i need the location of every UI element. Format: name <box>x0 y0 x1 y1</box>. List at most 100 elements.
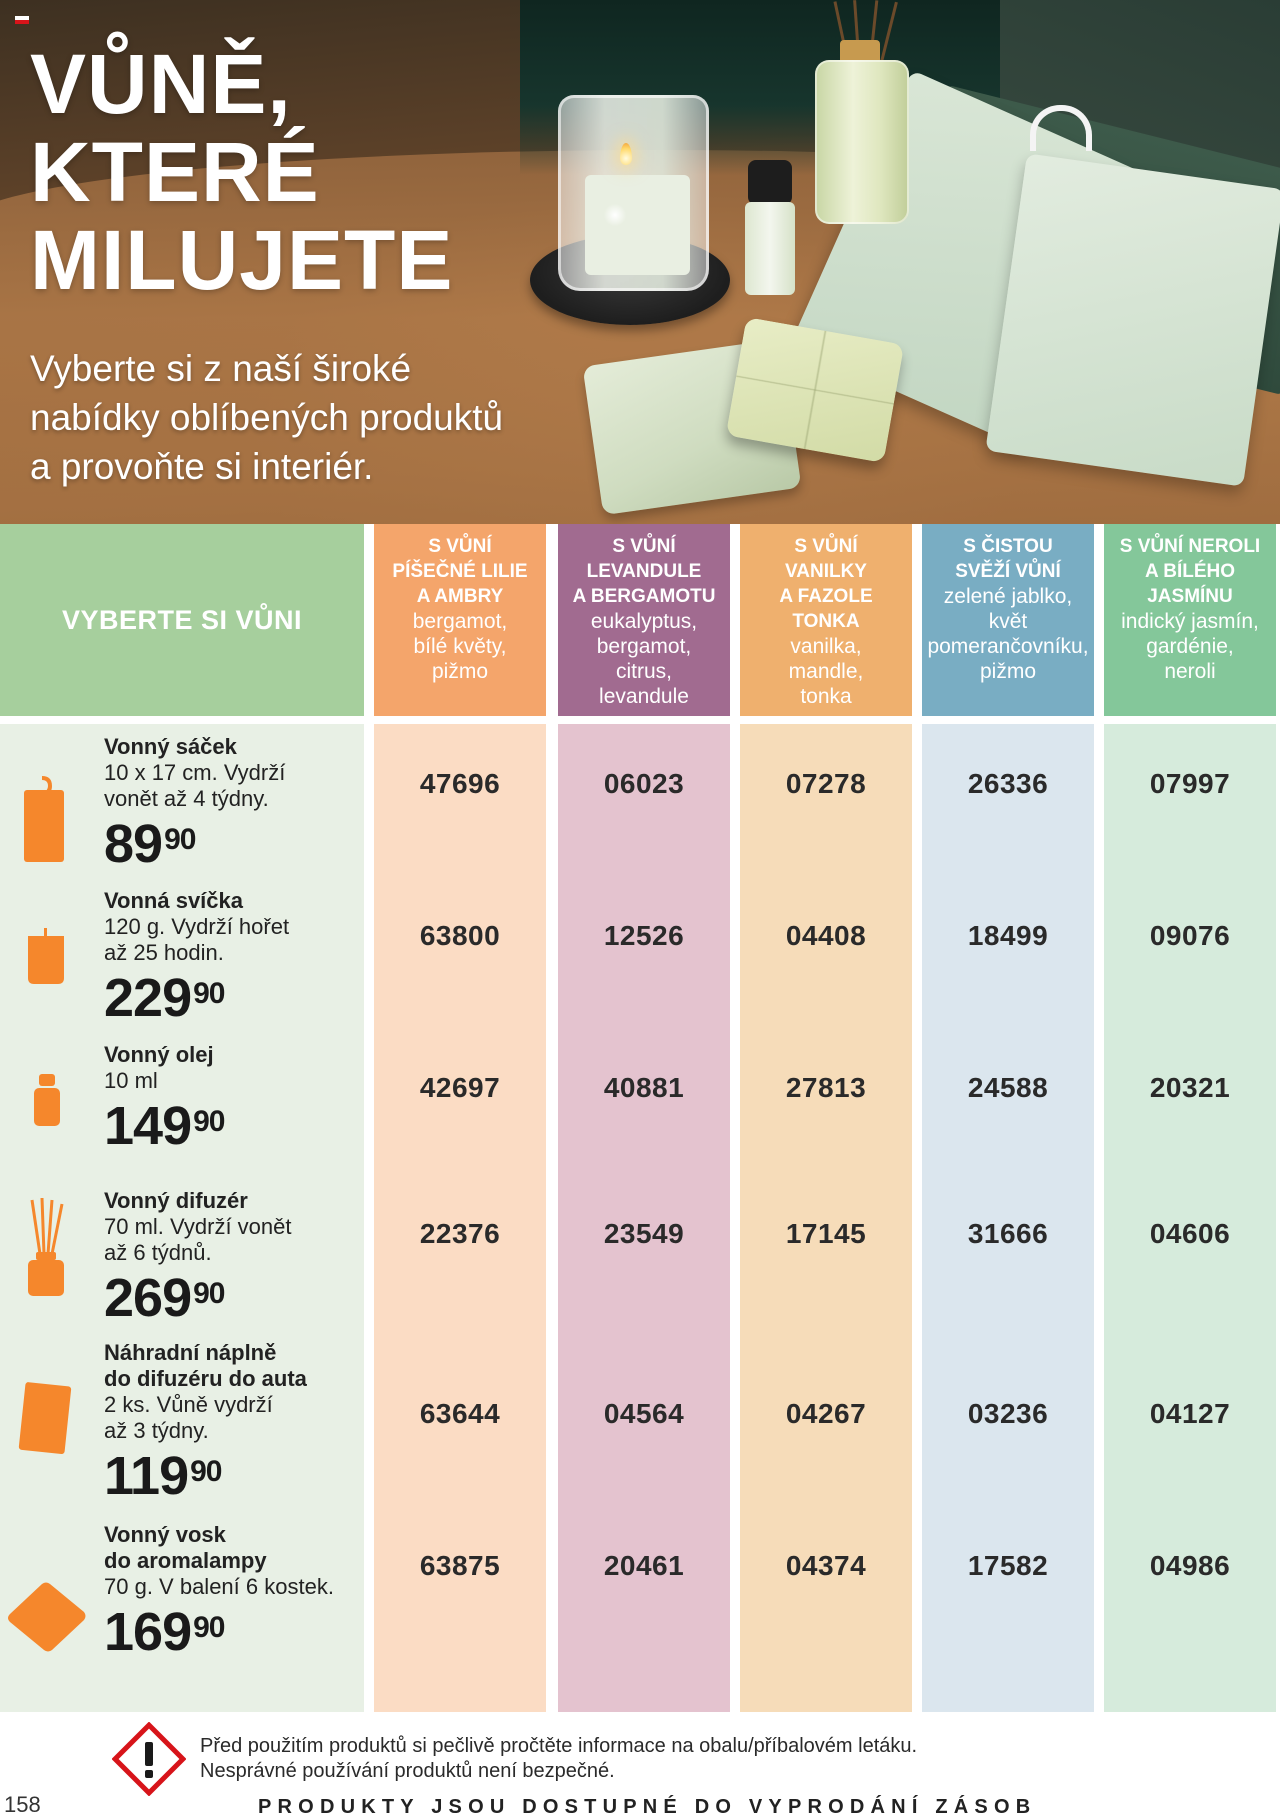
disclaimer-line: Před použitím produktů si pečlivě pročtě… <box>200 1735 918 1757</box>
product-row-info: Vonný difuzér 70 ml. Vydrží vonět až 6 tý… <box>0 1188 364 1338</box>
product-row-info: Vonný vosk do aromalampy 70 g. V balení 6… <box>0 1522 364 1672</box>
product-code: 04986 <box>1149 1550 1231 1581</box>
product-price: 26990 <box>104 1270 225 1326</box>
page-number: 158 <box>4 1792 41 1817</box>
hazard-warning-icon <box>112 1722 186 1796</box>
product-code: 42697 <box>419 1072 501 1103</box>
price-cents: 90 <box>193 1105 225 1138</box>
hero-hanger-hook <box>1030 105 1092 151</box>
scent-title-line: S VŮNÍ NEROLI <box>1119 536 1261 557</box>
product-row-info: Vonná svíčka 120 g. Vydrží hořet až 25 ho… <box>0 888 364 1038</box>
scent-notes-line: pižmo <box>979 660 1037 683</box>
refill-icon <box>16 1380 72 1461</box>
scent-title-line: LEVANDULE <box>586 561 702 582</box>
scent-title-line: A BERGAMOTU <box>572 586 716 607</box>
product-description: 70 g. V balení 6 kostek. <box>104 1574 334 1599</box>
product-code: 04564 <box>603 1398 685 1429</box>
product-code: 63800 <box>419 920 501 951</box>
safety-disclaimer: Před použitím produktů si pečlivě pročtě… <box>200 1734 917 1784</box>
availability-note: PRODUKTY JSOU DOSTUPNÉ DO VYPRODÁNÍ ZÁSO… <box>258 1796 1037 1818</box>
product-code: 18499 <box>967 920 1049 951</box>
scent-title-line: A FAZOLE <box>779 586 873 607</box>
scent-notes: bergamot, bílé květy, pižmo <box>374 609 546 684</box>
scent-column-header: S VŮNÍ LEVANDULE A BERGAMOTU eukalyptus, ber… <box>558 524 730 716</box>
scent-title: S VŮNÍ PÍŠEČNÉ LILIE A AMBRY <box>374 534 546 609</box>
scent-column-header: S VŮNÍ PÍŠEČNÉ LILIE A AMBRY bergamot, bílé … <box>374 524 546 716</box>
hero-subtitle-line: a provoňte si interiér. <box>30 446 374 487</box>
product-price: 14990 <box>104 1098 225 1154</box>
scent-title-line: S VŮNÍ <box>794 536 858 557</box>
product-price: 22990 <box>104 970 225 1026</box>
scent-title-line: PÍŠEČNÉ LILIE <box>392 561 528 582</box>
scent-title-line: A BÍLÉHO <box>1144 561 1236 582</box>
hero-car-refill-image <box>985 153 1280 487</box>
hero-candle-flame <box>620 143 632 165</box>
scent-notes-line: gardénie, <box>1146 635 1234 658</box>
product-code: 04374 <box>785 1550 867 1581</box>
scent-notes-line: mandle, <box>788 660 864 683</box>
product-code: 17582 <box>967 1550 1049 1581</box>
scent-title-line: S VŮNÍ <box>428 536 492 557</box>
scent-title: S VŮNÍ VANILKY A FAZOLE TONKA <box>740 534 912 634</box>
scent-notes-line: zelené jablko, <box>943 585 1073 608</box>
product-code: 20461 <box>603 1550 685 1581</box>
scent-notes-line: bílé květy, <box>413 635 507 658</box>
price-main: 169 <box>104 1602 192 1662</box>
scent-title: S ČISTOU SVĚŽÍ VŮNÍ <box>922 534 1094 584</box>
price-cents: 90 <box>164 823 196 856</box>
scent-title-line: VANILKY <box>785 561 867 582</box>
disclaimer-line: Nesprávné používání produktů není bezpeč… <box>200 1760 615 1782</box>
product-code: 04408 <box>785 920 867 951</box>
product-name: Vonný sáček <box>104 734 237 759</box>
product-code: 24588 <box>967 1072 1049 1103</box>
scent-notes-line: pomerančovníku, <box>927 635 1089 658</box>
scent-title-line: A AMBRY <box>416 586 504 607</box>
price-main: 89 <box>104 814 163 874</box>
product-code: 09076 <box>1149 920 1231 951</box>
product-code: 63644 <box>419 1398 501 1429</box>
scent-notes: eukalyptus, bergamot, citrus, levandule <box>558 609 730 709</box>
scent-notes-line: květ <box>988 610 1028 633</box>
scent-notes-line: neroli <box>1164 660 1216 683</box>
scent-notes-line: indický jasmín, <box>1121 610 1259 633</box>
product-code: 04267 <box>785 1398 867 1429</box>
scent-column-body <box>558 724 730 1712</box>
scent-notes-line: pižmo <box>431 660 489 683</box>
product-name: Vonný vosk do aromalampy <box>104 1522 267 1573</box>
oil-bottle-icon <box>34 1074 60 1131</box>
product-code: 03236 <box>967 1398 1049 1429</box>
scent-column-body <box>1104 724 1276 1712</box>
hero-title-line: VŮNĚ, <box>30 37 292 131</box>
hero-title: VŮNĚ, KTERÉ MILUJETE <box>30 40 453 304</box>
scent-notes: zelené jablko, květ pomerančovníku, pižmo <box>922 584 1094 684</box>
scent-title-line: SVĚŽÍ VŮNÍ <box>955 561 1061 582</box>
table-header-text: VYBERTE SI VŮNI <box>61 604 303 635</box>
product-description: 2 ks. Vůně vydrží až 3 týdny. <box>104 1392 273 1443</box>
product-code: 12526 <box>603 920 685 951</box>
product-price: 11990 <box>104 1448 223 1504</box>
hero-diffuser-image <box>815 60 909 224</box>
scent-column-header: S VŮNÍ NEROLI A BÍLÉHO JASMÍNU indický jasm… <box>1104 524 1276 716</box>
scent-title: S VŮNÍ NEROLI A BÍLÉHO JASMÍNU <box>1104 534 1276 609</box>
scent-notes: indický jasmín, gardénie, neroli <box>1104 609 1276 684</box>
product-name: Náhradní náplně do difuzéru do auta <box>104 1340 307 1391</box>
scent-column-header: S ČISTOU SVĚŽÍ VŮNÍ zelené jablko, květ pome… <box>922 524 1094 716</box>
product-code: 31666 <box>967 1218 1049 1249</box>
scent-column-header: S VŮNÍ VANILKY A FAZOLE TONKA vanilka, mandle… <box>740 524 912 716</box>
scent-column-body <box>740 724 912 1712</box>
hero-title-line: MILUJETE <box>30 213 454 307</box>
scent-notes-line: bergamot, <box>412 610 508 633</box>
hero-subtitle-line: nabídky oblíbených produktů <box>30 397 504 438</box>
czech-flag-icon <box>15 16 29 24</box>
product-code: 06023 <box>603 768 685 799</box>
product-code: 63875 <box>419 1550 501 1581</box>
scent-title-line: S VŮNÍ <box>612 536 676 557</box>
scent-notes-line: bergamot, <box>596 635 692 658</box>
price-cents: 90 <box>193 1611 225 1644</box>
scent-title-line: JASMÍNU <box>1147 586 1233 607</box>
sachet-icon <box>22 776 68 871</box>
hero-title-line: KTERÉ <box>30 125 320 219</box>
hero-oil-bottle-image <box>745 160 795 295</box>
product-code: 20321 <box>1149 1072 1231 1103</box>
product-price: 8990 <box>104 814 196 874</box>
